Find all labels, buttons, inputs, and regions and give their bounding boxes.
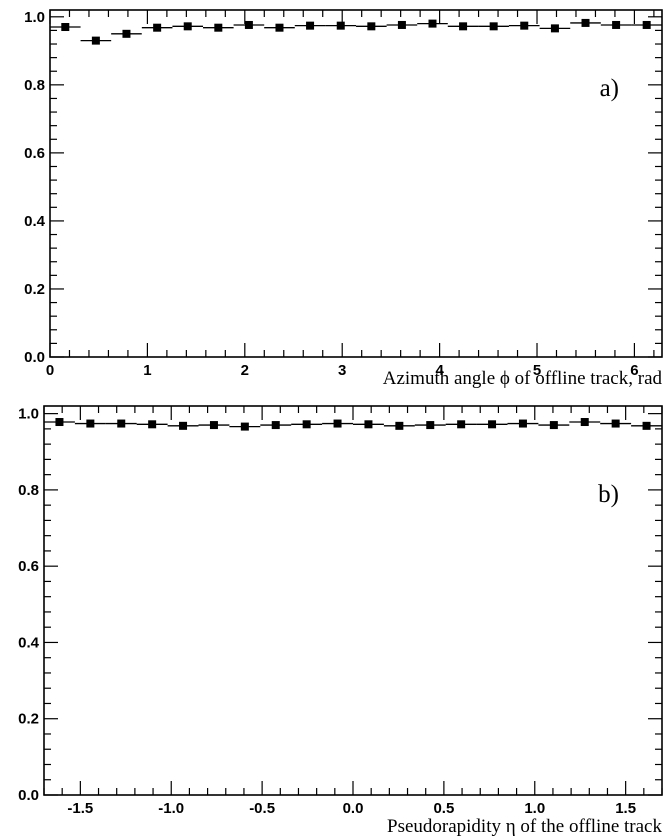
panel-b-data-point (240, 422, 249, 431)
panel-a-data-point (275, 23, 284, 32)
panel-b-data-point (642, 421, 651, 430)
panel-b-data-point (457, 420, 466, 429)
panel-a-x-tick-label: 4 (435, 362, 444, 379)
panel-a-data-point (550, 24, 559, 33)
panel-a-data-point (459, 22, 468, 31)
panel-b-x-tick-label: 1.5 (615, 800, 636, 817)
panel-b-data-point (209, 421, 218, 430)
panel-a-data-point (183, 22, 192, 31)
panel-a-data-point (612, 20, 621, 29)
panel-a-x-tick-label: 2 (241, 362, 249, 379)
panel-a-x-tick-label: 3 (338, 362, 346, 379)
panel-b-data-point (148, 420, 157, 429)
panel-b-data-point (518, 419, 527, 428)
panel-b-y-tick-label: 0.0 (18, 787, 39, 804)
panel-a-y-tick-label: 0.0 (24, 349, 45, 366)
panel-b-y-tick-label: 0.2 (18, 711, 39, 728)
panel-a-data-point (642, 20, 651, 29)
panel-b-data-point (55, 418, 64, 427)
panel-b-data-point (86, 419, 95, 428)
panel-a-data-point (367, 22, 376, 31)
panel-a-y-tick-label: 1.0 (24, 9, 45, 26)
panel-b-x-tick-label: 0.5 (433, 800, 454, 817)
panel-a-y-tick-label: 0.8 (24, 77, 45, 94)
panel-a-x-tick-label: 0 (46, 362, 54, 379)
panel-a-data-point (397, 20, 406, 29)
panel-a-x-axis-title: Azimuth angle ϕ of offline track, rad (383, 368, 663, 389)
panel-a-data-point (489, 22, 498, 31)
panel-a-data-point (306, 21, 315, 30)
panel-b-x-tick-label: -0.5 (249, 800, 275, 817)
panel-b-x-tick-label: -1.0 (158, 800, 184, 817)
panel-b-data-point (302, 420, 311, 429)
panel-b-data-point (426, 421, 435, 430)
panel-a-label: a) (600, 75, 619, 102)
panel-a-y-tick-label: 0.6 (24, 145, 45, 162)
panel-b: 0.0 0.2 0.4 0.6 0.8 1.0 -1.5 -1.0 -0.5 0.0 0.5 1.0 1… (18, 405, 663, 837)
panel-a-data-point (428, 19, 437, 28)
panel-a-x-tick-label: 1 (143, 362, 151, 379)
panel-a-x-tick-label: 5 (533, 362, 541, 379)
panel-b-data-point (580, 418, 589, 427)
panel-b-frame (43, 405, 663, 796)
panel-b-y-tick-label: 0.8 (18, 482, 39, 499)
panel-a-data-point (91, 36, 100, 45)
panel-a-data-point (336, 21, 345, 30)
panel-b-x-axis-title: Pseudorapidity η of the offline track (387, 816, 662, 837)
panel-a: 0.0 0.2 0.4 0.6 0.8 1.0 0 1 2 3 4 5 6 a) Azimuth angle… (24, 9, 663, 389)
panel-b-data-point (611, 419, 620, 428)
panel-b-x-tick-label: 1.0 (524, 800, 545, 817)
panel-a-data-point (581, 18, 590, 27)
panel-b-x-tick-label: 0.0 (343, 800, 364, 817)
panel-b-data-point (333, 419, 342, 428)
panel-a-x-tick-label: 6 (630, 362, 638, 379)
panel-b-y-tick-label: 0.4 (18, 634, 40, 651)
panel-a-data-point (244, 20, 253, 29)
panel-a-data-point (153, 23, 162, 32)
panel-b-data-point (271, 421, 280, 430)
panel-a-y-tick-label: 0.2 (24, 281, 45, 298)
panel-b-data-point (117, 419, 126, 428)
panel-a-y-tick-label: 0.4 (24, 213, 46, 230)
panel-b-data-point (549, 421, 558, 430)
panel-b-data-point (488, 420, 497, 429)
panel-b-data-point (364, 420, 373, 429)
panel-b-x-tick-label: -1.5 (67, 800, 93, 817)
panel-b-data-point (179, 421, 188, 430)
panel-a-frame (49, 9, 663, 358)
panel-b-y-tick-label: 1.0 (18, 406, 39, 423)
panel-b-label: b) (598, 481, 619, 508)
panel-a-data-point (122, 29, 131, 38)
panel-a-data-point (61, 23, 70, 32)
panel-b-data-point (395, 421, 404, 430)
panel-b-y-tick-label: 0.6 (18, 558, 39, 575)
panel-a-data-point (214, 23, 223, 32)
panel-a-data-point (520, 21, 529, 30)
